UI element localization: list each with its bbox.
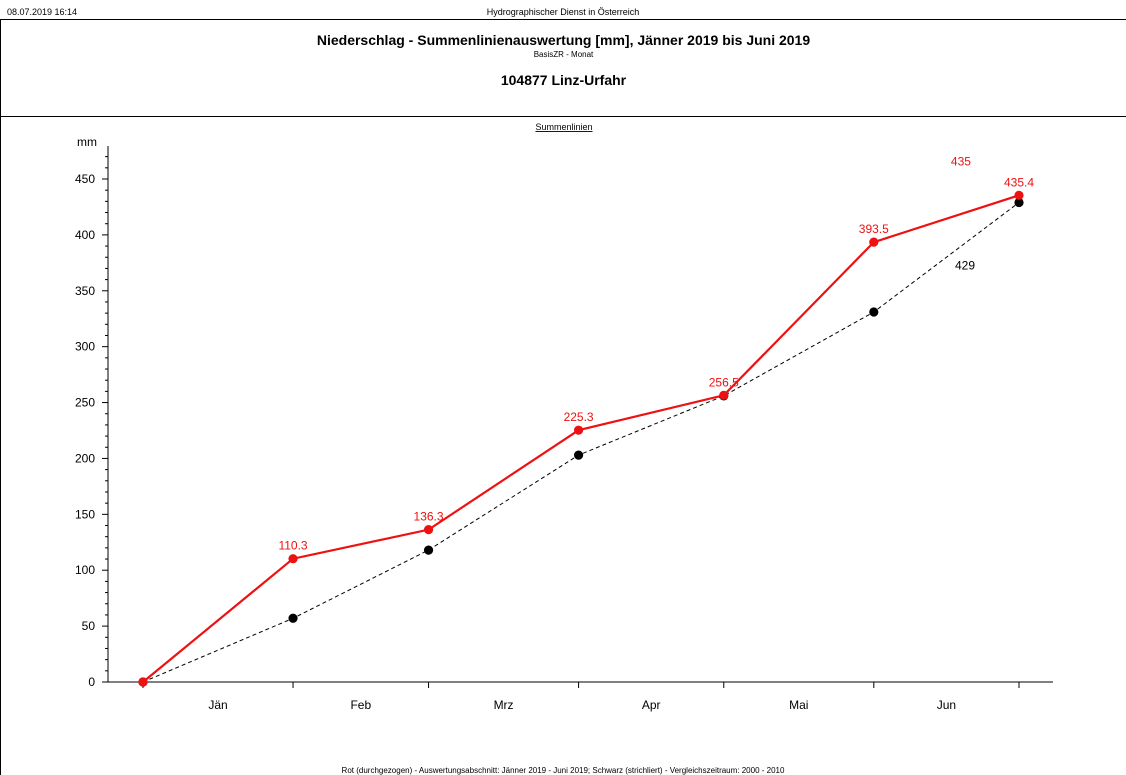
point-current	[423, 525, 434, 535]
x-tick-label: Jun	[937, 698, 956, 712]
y-tick-label: 350	[75, 284, 95, 298]
point-current	[288, 554, 298, 564]
data-label-current: 435.4	[1004, 175, 1034, 189]
y-tick-label: 150	[75, 507, 95, 521]
point-current	[573, 425, 584, 435]
top-info-line: 08.07.2019 16:14 Hydrographischer Dienst…	[0, 0, 1126, 18]
data-label-current: 110.3	[278, 539, 307, 553]
x-tick-label: Mai	[789, 698, 808, 712]
series-line-current	[142, 194, 1020, 683]
data-label-current: 393.5	[859, 222, 889, 236]
chart-title: Summenlinien	[535, 122, 592, 132]
report-title: Niederschlag - Summenlinienauswertung [m…	[316, 32, 811, 48]
x-tick-label: Jän	[208, 698, 227, 712]
cumulative-line-chart: Summenlinien mm 0 50 100 150 200 250 300 350 400 45…	[75, 122, 1053, 712]
point-current	[869, 237, 879, 247]
report-subtitle: BasisZR - Monat	[533, 50, 594, 59]
point-current	[1014, 190, 1024, 200]
y-tick-label: 250	[75, 396, 95, 410]
x-tick-label: Feb	[350, 698, 371, 712]
point-reference	[423, 545, 434, 555]
annotation-label: 435	[951, 155, 971, 169]
y-tick-label: 0	[88, 675, 95, 689]
data-label-reference: 429	[955, 258, 975, 272]
y-tick-label: 200	[75, 451, 95, 465]
legend-footer: Rot (durchgezogen) - Auswertungsabschnit…	[341, 766, 785, 775]
y-tick-label: 100	[75, 563, 95, 577]
station-name: 104877 Linz-Urfahr	[500, 72, 627, 88]
y-tick-label: 300	[75, 340, 95, 354]
data-label-current: 225.3	[564, 410, 594, 424]
y-tick-label: 400	[75, 228, 95, 242]
point-reference	[869, 307, 879, 317]
point-current	[719, 390, 729, 400]
point-reference	[573, 450, 584, 460]
data-label-current: 256.5	[709, 375, 739, 389]
point-current	[138, 677, 148, 687]
x-tick-label: Apr	[642, 698, 661, 712]
point-reference	[1014, 197, 1024, 208]
x-tick-label: Mrz	[494, 698, 514, 712]
series-line-reference	[142, 202, 1020, 683]
y-tick-label: 450	[75, 172, 95, 186]
y-axis-label: mm	[77, 135, 97, 149]
chart-frame: Summenlinien mm 0 50 100 150 200 250 300 350 400 45…	[0, 116, 1126, 775]
y-tick-label: 50	[82, 619, 96, 633]
organization-name: Hydrographischer Dienst in Österreich	[486, 7, 640, 17]
print-timestamp: 08.07.2019 16:14	[7, 7, 78, 17]
point-reference	[288, 613, 298, 623]
report-header: Niederschlag - Summenlinienauswertung [m…	[0, 19, 1126, 117]
data-label-current: 136.3	[414, 510, 444, 524]
